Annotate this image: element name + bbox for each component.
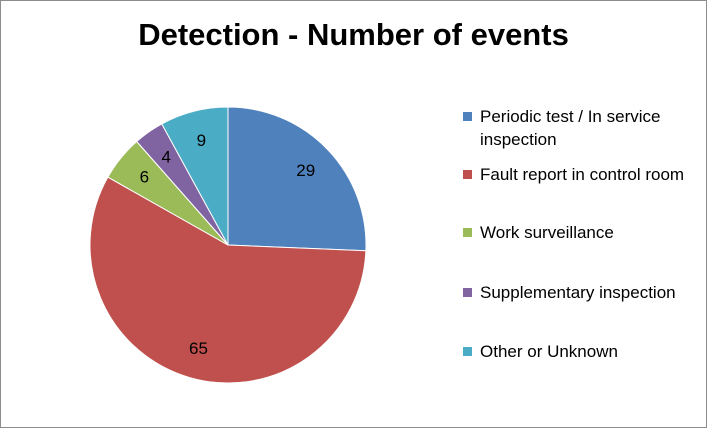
legend-swatch-other-unknown: [463, 347, 472, 356]
data-label-supplementary-inspection: 4: [161, 147, 170, 166]
legend-label-other-unknown: Other or Unknown: [480, 342, 618, 361]
pie-slice-periodic-test: [227, 106, 367, 252]
pie-slices: [89, 106, 367, 384]
pie-slice-fault-report: [89, 176, 367, 384]
legend-label-periodic-test: Periodic test / In service inspection: [480, 107, 661, 149]
data-label-other-unknown: 9: [197, 131, 206, 150]
pie-slice-other-unknown: [161, 106, 229, 246]
legend-swatch-work-surveillance: [463, 228, 472, 237]
legend-swatch-periodic-test: [463, 112, 472, 121]
data-label-fault-report: 65: [189, 339, 208, 358]
legend-label-supplementary-inspection: Supplementary inspection: [480, 283, 676, 302]
legend-label-work-surveillance: Work surveillance: [480, 223, 614, 242]
legend-label-fault-report: Fault report in control room: [480, 165, 685, 184]
legend-swatch-fault-report: [463, 170, 472, 179]
data-label-work-surveillance: 6: [140, 168, 149, 187]
chart-title: Detection - Number of events: [138, 17, 569, 52]
data-label-periodic-test: 29: [296, 161, 315, 180]
pie-data-labels: 29 65 64 9: [140, 131, 315, 358]
legend-swatch-supplementary-inspection: [463, 288, 472, 297]
